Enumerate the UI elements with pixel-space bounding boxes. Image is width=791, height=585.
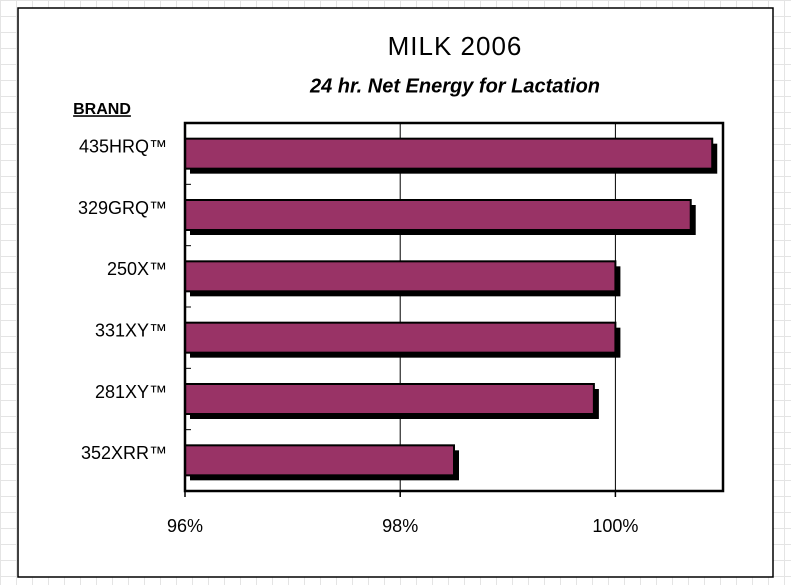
- y-tick-label: 352XRR™: [81, 443, 167, 463]
- x-tick-label: 96%: [167, 516, 203, 536]
- x-tick-label: 98%: [382, 516, 418, 536]
- bar: [184, 383, 595, 415]
- chart-title: MILK 2006: [388, 31, 523, 61]
- bar: [184, 321, 617, 354]
- plot-frame: [183, 121, 725, 493]
- y-tick-label: 435HRQ™: [79, 136, 167, 156]
- y-tick-label: 250X™: [107, 259, 167, 279]
- y-tick-label: 331XY™: [95, 320, 167, 340]
- bar: [184, 260, 617, 293]
- y-axis-label: BRAND: [73, 101, 131, 118]
- bar: [184, 137, 714, 170]
- x-tick-label: 100%: [592, 516, 638, 536]
- bar: [184, 199, 692, 231]
- y-tick-label: 329GRQ™: [78, 198, 167, 218]
- y-tick-label: 281XY™: [95, 382, 167, 402]
- bar: [184, 444, 455, 477]
- chart-subtitle: 24 hr. Net Energy for Lactation: [309, 75, 600, 97]
